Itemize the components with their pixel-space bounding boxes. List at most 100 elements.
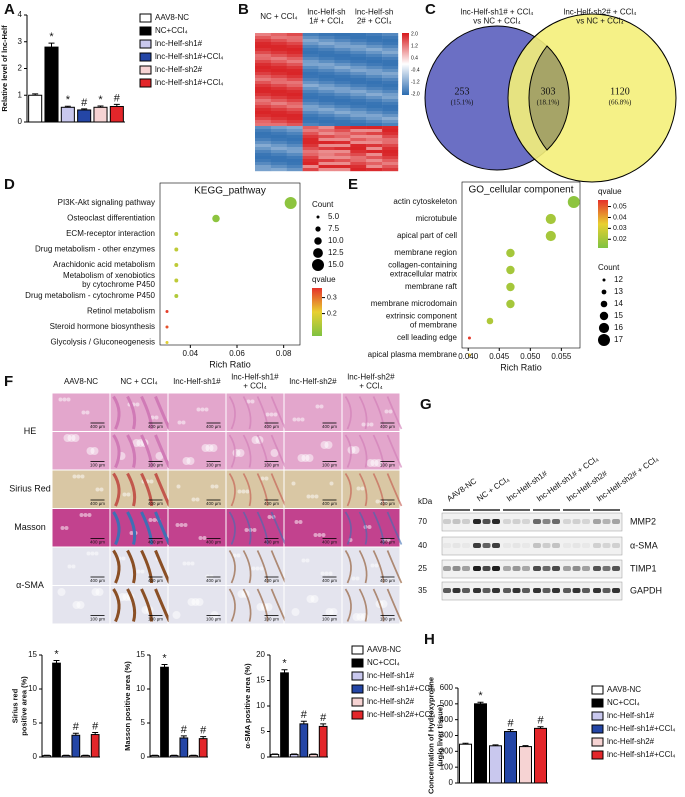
size-legend-label: 13 bbox=[614, 287, 623, 296]
heatmap-cell bbox=[255, 48, 272, 52]
heatmap-cell bbox=[270, 126, 287, 130]
heatmap-cell bbox=[286, 48, 303, 52]
dot bbox=[174, 232, 179, 236]
heatmap-cell bbox=[302, 39, 319, 43]
histology-fibrosis bbox=[256, 473, 269, 507]
heatmap-cell bbox=[334, 168, 351, 172]
heatmap-cell bbox=[270, 147, 287, 151]
heatmap-cell bbox=[318, 36, 335, 40]
histology-texture bbox=[237, 489, 242, 494]
heatmap-cell bbox=[350, 99, 367, 103]
significance-mark: # bbox=[200, 725, 207, 737]
heatmap-cell bbox=[318, 150, 335, 154]
colorbar-label: 0.05 bbox=[613, 203, 627, 210]
venn-percent: (66.8%) bbox=[609, 99, 632, 107]
colorbar bbox=[312, 288, 322, 336]
heatmap-cell bbox=[270, 48, 287, 52]
dot bbox=[506, 282, 515, 292]
bar bbox=[109, 105, 124, 123]
histology-column-label-line: NC + CCl₄ bbox=[120, 377, 157, 386]
scale-label: 400 μm bbox=[322, 540, 337, 545]
bar bbox=[318, 725, 328, 758]
heatmap-cell bbox=[382, 72, 399, 76]
bar bbox=[459, 743, 472, 784]
blot-band bbox=[452, 566, 461, 571]
scale-label: 400 μm bbox=[90, 540, 105, 545]
blot-band bbox=[533, 588, 541, 593]
heatmap-cell bbox=[382, 111, 399, 115]
error-bar bbox=[271, 753, 278, 755]
histology-texture bbox=[324, 441, 333, 449]
heatmap-cell bbox=[350, 165, 367, 169]
heatmap-cell bbox=[382, 54, 399, 58]
heatmap-cell bbox=[350, 117, 367, 121]
heatmap-cell bbox=[286, 93, 303, 97]
heatmap-cell bbox=[270, 33, 287, 37]
colorbar bbox=[598, 200, 608, 248]
blot-band bbox=[582, 566, 590, 571]
heatmap-cell bbox=[334, 114, 351, 118]
heatmap-cell bbox=[318, 165, 335, 169]
heatmap-cell bbox=[318, 111, 335, 115]
histology-texture bbox=[375, 499, 380, 504]
blot-band bbox=[503, 588, 511, 593]
heatmap-cell bbox=[350, 69, 367, 73]
heatmap-cell bbox=[366, 147, 383, 151]
histology-texture bbox=[379, 600, 388, 608]
heatmap-cell bbox=[255, 60, 272, 64]
error-bar bbox=[310, 753, 317, 755]
blot-band bbox=[572, 519, 581, 524]
heatmap-cell bbox=[302, 150, 319, 154]
colorbar-label: 0.02 bbox=[613, 236, 627, 243]
heatmap-cell bbox=[318, 117, 335, 121]
heatmap-cell bbox=[350, 42, 367, 46]
histology-row-label: Masson bbox=[14, 522, 46, 532]
y-tick-label: 200 bbox=[440, 746, 454, 755]
heatmap-cell bbox=[350, 138, 367, 142]
histology-texture bbox=[388, 409, 393, 414]
heatmap-cell bbox=[286, 78, 303, 82]
y-axis-label: α-SMA positive area (%) bbox=[243, 663, 252, 749]
histology-texture bbox=[294, 520, 299, 524]
heatmap-cell bbox=[270, 93, 287, 97]
y-tick-label: 600 bbox=[440, 683, 454, 692]
y-tick-label: 0 bbox=[141, 752, 146, 761]
histology-texture bbox=[140, 569, 145, 574]
legend-swatch bbox=[139, 26, 152, 36]
heatmap-cell bbox=[366, 144, 383, 148]
heatmap-cell bbox=[270, 105, 287, 109]
significance-mark: # bbox=[73, 721, 80, 733]
heatmap-cell bbox=[255, 75, 272, 79]
heatmap-cell bbox=[334, 42, 351, 46]
error-bar bbox=[320, 723, 327, 727]
heatmap-cell bbox=[334, 33, 351, 37]
histology-column-label: lnc-Helf-sh1# + CCl₄ bbox=[231, 373, 279, 391]
heatmap-cell bbox=[286, 42, 303, 46]
heatmap-cell bbox=[382, 117, 399, 121]
dot bbox=[165, 341, 169, 344]
histology-fibrosis bbox=[126, 434, 137, 468]
heatmap-scale-label: 0.4 bbox=[411, 55, 418, 61]
histology-texture bbox=[329, 481, 334, 486]
blot-band bbox=[482, 519, 491, 524]
blot-band bbox=[572, 566, 581, 571]
panel-letter: G bbox=[420, 396, 432, 413]
histology-texture bbox=[270, 449, 279, 457]
y-tick-label: 20 bbox=[256, 650, 265, 659]
heatmap-cell bbox=[366, 132, 383, 136]
error-bar bbox=[281, 669, 288, 673]
histology-texture bbox=[252, 528, 257, 532]
heatmap-cell bbox=[334, 123, 351, 127]
heatmap-cell bbox=[350, 51, 367, 55]
bar bbox=[189, 755, 198, 758]
histology-fibrosis bbox=[112, 434, 121, 469]
size-legend-dot bbox=[313, 248, 323, 258]
histology-texture bbox=[195, 497, 200, 502]
scale-label: 100 μm bbox=[90, 463, 105, 468]
heatmap-column-label-line: 1# + CCl₄ bbox=[309, 17, 344, 26]
heatmap-cell bbox=[255, 63, 272, 67]
histology-texture bbox=[292, 417, 297, 422]
histology-texture bbox=[374, 563, 379, 568]
histology-texture bbox=[85, 410, 90, 415]
